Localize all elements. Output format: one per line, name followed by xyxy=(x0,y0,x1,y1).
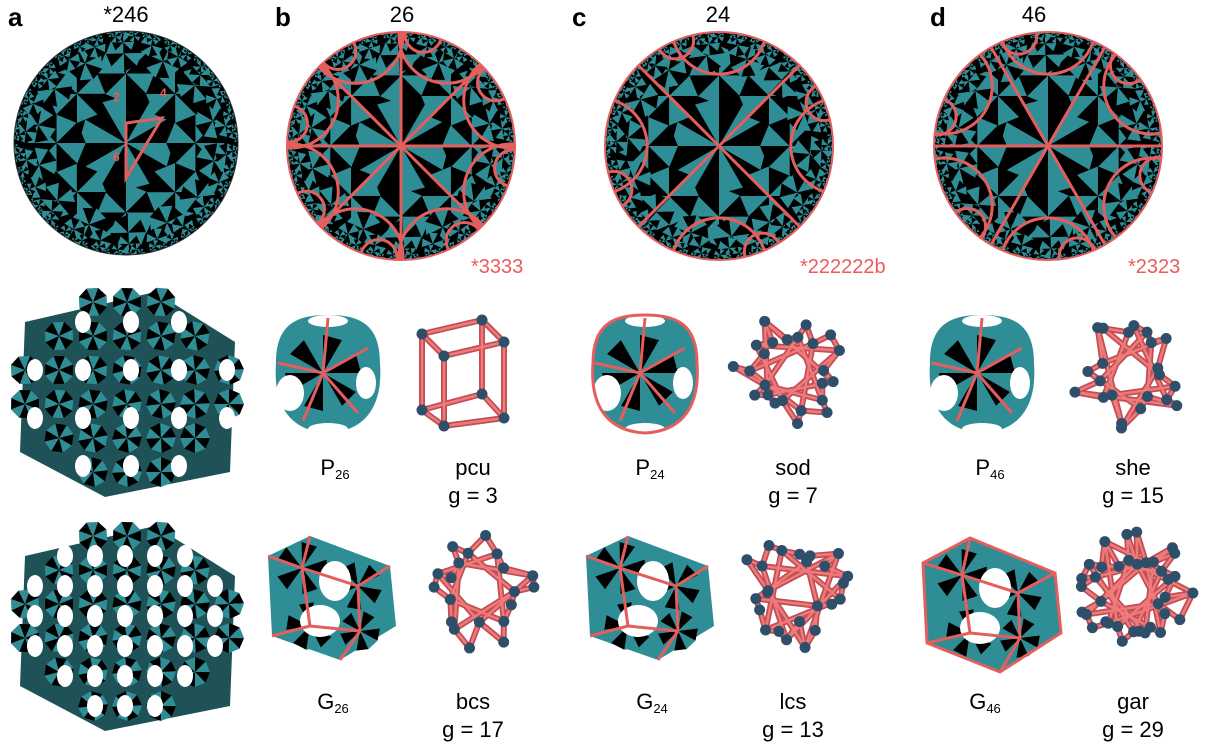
net-pcu xyxy=(416,314,510,432)
net-bcs xyxy=(428,529,540,654)
p-surface-b xyxy=(275,315,381,435)
title-c: 24 xyxy=(705,2,731,27)
p-surface-c xyxy=(591,313,699,435)
panel-letter-a: a xyxy=(8,2,23,32)
label-p-surface-c: P24 xyxy=(635,455,665,482)
label-p-surface-d: P46 xyxy=(975,455,1005,482)
panel-letter-b: b xyxy=(275,2,291,32)
label-p-surface-b: P26 xyxy=(320,455,350,482)
g-surface-b xyxy=(267,535,396,661)
label-g-surface-d: G46 xyxy=(969,689,1001,716)
label-net-gar: gar g = 29 xyxy=(1102,689,1164,742)
label-net-lcs: lcs g = 13 xyxy=(762,689,824,742)
hyperbolic-disk-d xyxy=(933,31,1163,261)
label-g-surface-b: G26 xyxy=(317,689,349,716)
net-sod xyxy=(727,315,845,429)
orbifold-label-d: *2323 xyxy=(1128,256,1181,278)
label-net-sod: sod g = 7 xyxy=(768,455,818,508)
orbifold-label-c: *222222b xyxy=(800,256,886,278)
vertex-label-2: 2 xyxy=(113,90,120,104)
g-surface-c xyxy=(585,535,714,661)
label-net-bcs: bcs g = 17 xyxy=(442,689,504,742)
vertex-label-4: 4 xyxy=(160,86,167,100)
title-b: 26 xyxy=(389,2,415,27)
net-she xyxy=(1069,320,1183,434)
title-a: *246 xyxy=(103,2,149,27)
label-net-pcu: pcu g = 3 xyxy=(448,455,498,508)
p-surface-block xyxy=(10,287,244,497)
vertex-label-6: 6 xyxy=(113,150,120,164)
panel-letter-c: c xyxy=(572,2,587,32)
title-d: 46 xyxy=(1021,2,1047,27)
net-gar xyxy=(1075,526,1199,647)
hyperbolic-disk-a xyxy=(13,30,239,256)
label-net-she: she g = 15 xyxy=(1102,455,1164,508)
net-lcs xyxy=(741,540,854,653)
orbifold-label-b: *3333 xyxy=(471,256,524,278)
g-surface-block xyxy=(10,521,244,731)
p-surface-d xyxy=(929,315,1035,435)
label-g-surface-c: G24 xyxy=(636,689,668,716)
hyperbolic-disk-b xyxy=(286,31,516,261)
hyperbolic-disk-c xyxy=(604,31,834,261)
g-surface-d xyxy=(921,536,1063,674)
panel-letter-d: d xyxy=(930,2,946,32)
